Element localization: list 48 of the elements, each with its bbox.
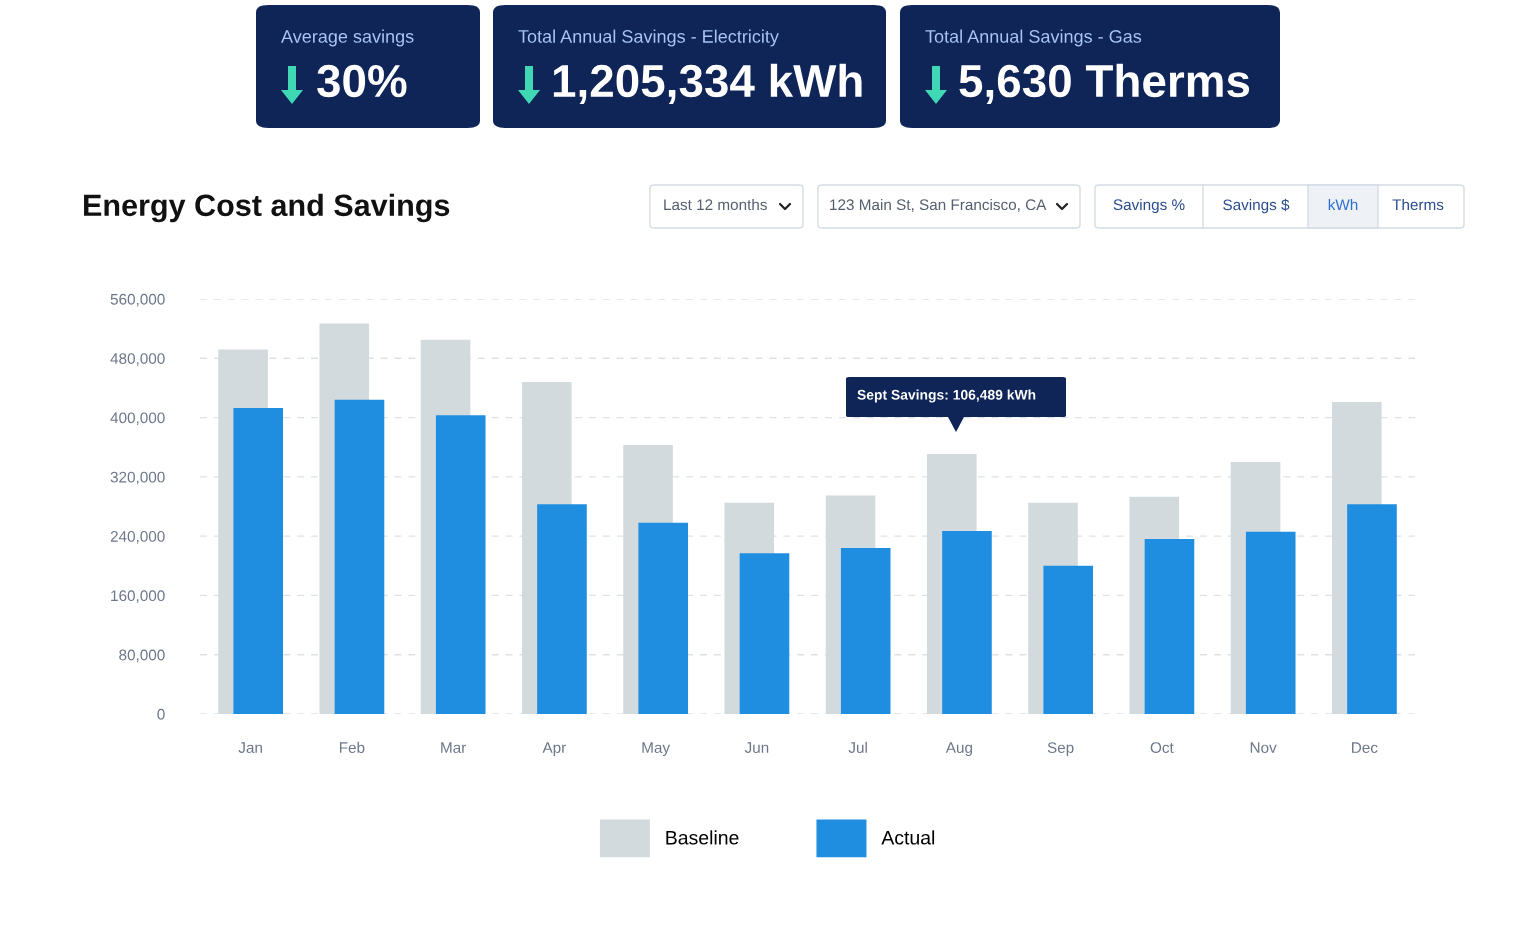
x-tick-label: Oct	[1150, 742, 1174, 753]
y-tick-label: 160,000	[111, 590, 165, 603]
bar	[334, 399, 385, 714]
text: kWh	[1328, 198, 1358, 210]
x-tick-label: Jan	[238, 742, 262, 753]
y-tick-label: 400,000	[110, 412, 165, 426]
bar	[739, 553, 790, 714]
x-tick-label: Nov	[1250, 742, 1277, 753]
bar	[638, 522, 689, 714]
text: Last 12 months	[664, 198, 767, 211]
x-tick-label: Feb	[339, 741, 365, 753]
bar	[435, 415, 486, 714]
legend-label: Actual	[881, 830, 935, 845]
bar	[1043, 565, 1094, 714]
x-tick-label: Jun	[744, 742, 769, 753]
y-tick-label: 480,000	[110, 353, 165, 366]
x-tick-label: Apr	[542, 742, 567, 757]
y-tick-label: 0	[157, 708, 165, 720]
x-tick-label: Dec	[1352, 742, 1378, 753]
y-tick-label: 240,000	[110, 531, 165, 544]
text: Savings %	[1113, 198, 1185, 214]
text: Total Annual Savings - Electricity	[518, 29, 779, 47]
annotation: Sept Savings: 106,489 kWh	[857, 389, 1036, 403]
text: Savings $	[1223, 198, 1290, 214]
bar	[1347, 504, 1397, 714]
text: 123 Main St, San Francisco, CA	[830, 198, 1047, 212]
chart-title: Energy Cost and Savings	[84, 193, 450, 223]
bar	[537, 504, 587, 714]
bar	[1144, 539, 1195, 714]
bar	[233, 407, 284, 714]
x-tick-label: Jul	[848, 741, 867, 753]
bar	[1245, 531, 1296, 714]
text: 5,630 Therms	[959, 63, 1250, 104]
x-tick-label: Mar	[441, 742, 467, 753]
y-tick-label: 320,000	[110, 471, 165, 485]
y-tick-label: 560,000	[110, 293, 165, 307]
x-tick-label: Sep	[1047, 742, 1074, 757]
x-tick-label: May	[642, 742, 671, 757]
text: Therms	[1392, 198, 1444, 211]
legend-label: Baseline	[666, 830, 739, 845]
y-tick-label: 80,000	[119, 649, 165, 663]
bar	[942, 530, 992, 714]
bar	[840, 548, 891, 714]
x-tick-label: Aug	[945, 742, 972, 757]
text: 1,205,334 kWh	[553, 63, 862, 104]
text: 30%	[317, 64, 407, 98]
text: Average savings	[281, 29, 414, 47]
text: Total Annual Savings - Gas	[925, 29, 1142, 47]
